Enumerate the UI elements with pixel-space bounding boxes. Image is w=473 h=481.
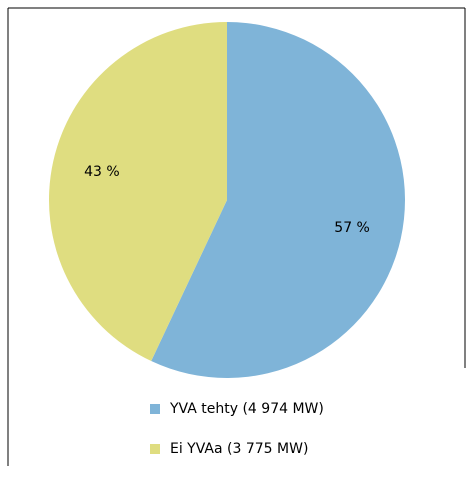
legend-label: Ei YVAa (3 775 MW): [170, 441, 308, 457]
legend-label: YVA tehty (4 974 MW): [169, 401, 324, 417]
pie-slice: [48, 22, 227, 362]
data-label: 57 %: [334, 220, 370, 236]
legend-swatch: [150, 444, 160, 454]
data-label: 43 %: [84, 164, 120, 180]
pie-slice: [151, 22, 405, 378]
legend-swatch: [150, 404, 160, 414]
